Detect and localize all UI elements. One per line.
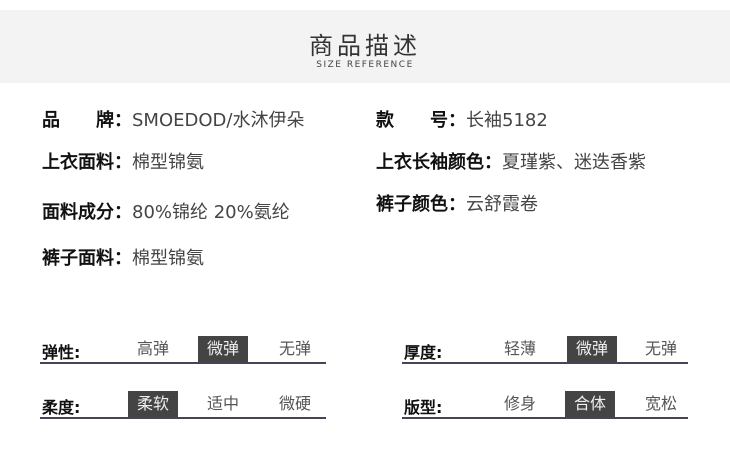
info-key: 上衣长袖颜色：: [376, 152, 502, 173]
header-band: [0, 10, 730, 83]
attr-option: 适中: [206, 394, 239, 413]
attr-option-selected: 微弹: [567, 336, 617, 362]
attr-option-selected: 合体: [565, 391, 615, 417]
attr-option-selected: 柔软: [128, 391, 178, 417]
attr-elasticity: 弹性: 高弹 微弹 无弹: [40, 336, 326, 364]
attr-option: 宽松: [644, 394, 677, 413]
attr-option: 高弹: [136, 339, 169, 358]
info-composition: 面料成分：80%锦纶 20%氨纶: [42, 198, 290, 224]
info-value: 夏瑾紫、迷迭香紫: [502, 152, 646, 173]
attr-option: 微硬: [278, 394, 311, 413]
info-value: 云舒霞卷: [466, 194, 538, 215]
info-top-color: 上衣长袖颜色：夏瑾紫、迷迭香紫: [376, 148, 646, 174]
attr-option: 无弹: [644, 339, 677, 358]
attr-softness: 柔度: 柔软 适中 微硬: [40, 391, 326, 419]
info-value: 长袖5182: [466, 110, 548, 131]
attr-label: 厚度:: [404, 343, 443, 362]
page-subtitle: SIZE REFERENCE: [316, 60, 414, 70]
info-key: 品 牌：: [42, 110, 132, 131]
info-pants-fabric: 裤子面料：棉型锦氨: [42, 244, 204, 270]
page-title: 商品描述: [309, 32, 421, 60]
attr-label: 柔度:: [42, 398, 81, 417]
info-top-fabric: 上衣面料：棉型锦氨: [42, 148, 204, 174]
info-key: 裤子面料：: [42, 248, 132, 269]
attr-option: 轻薄: [503, 339, 536, 358]
info-value: 80%锦纶 20%氨纶: [132, 202, 290, 223]
info-pants-color: 裤子颜色：云舒霞卷: [376, 190, 538, 216]
info-value: 棉型锦氨: [132, 152, 204, 173]
attr-label: 弹性:: [42, 343, 81, 362]
attr-thickness: 厚度: 轻薄 微弹 无弹: [402, 336, 688, 364]
info-key: 上衣面料：: [42, 152, 132, 173]
info-value: 棉型锦氨: [132, 248, 204, 269]
attr-fit: 版型: 修身 合体 宽松: [402, 391, 688, 419]
info-key: 裤子颜色：: [376, 194, 466, 215]
attr-label: 版型:: [404, 398, 443, 417]
attr-option: 修身: [503, 394, 536, 413]
info-key: 款 号：: [376, 110, 466, 131]
info-key: 面料成分：: [42, 202, 132, 223]
info-brand: 品 牌：SMOEDOD/水沐伊朵: [42, 106, 304, 132]
attr-option: 无弹: [278, 339, 311, 358]
attr-option-selected: 微弹: [198, 336, 248, 362]
info-value: SMOEDOD/水沐伊朵: [132, 110, 305, 131]
info-style-number: 款 号：长袖5182: [376, 106, 548, 132]
